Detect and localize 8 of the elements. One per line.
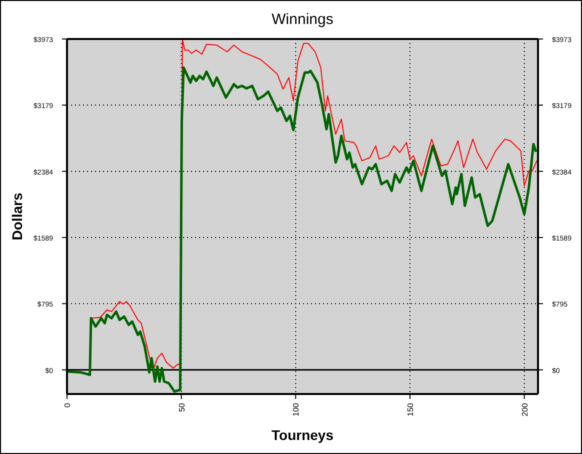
x-axis-title: Tourneys [272,427,334,443]
x-tick-label: 50 [177,402,186,412]
x-tick-label: 150 [406,402,415,416]
x-tick-label: 0 [63,402,72,408]
y-axis-title: Dollars [9,192,25,240]
chart-title: Winnings [272,11,334,28]
x-tick-label: 200 [520,402,530,416]
x-tick-label: 100 [292,402,301,416]
